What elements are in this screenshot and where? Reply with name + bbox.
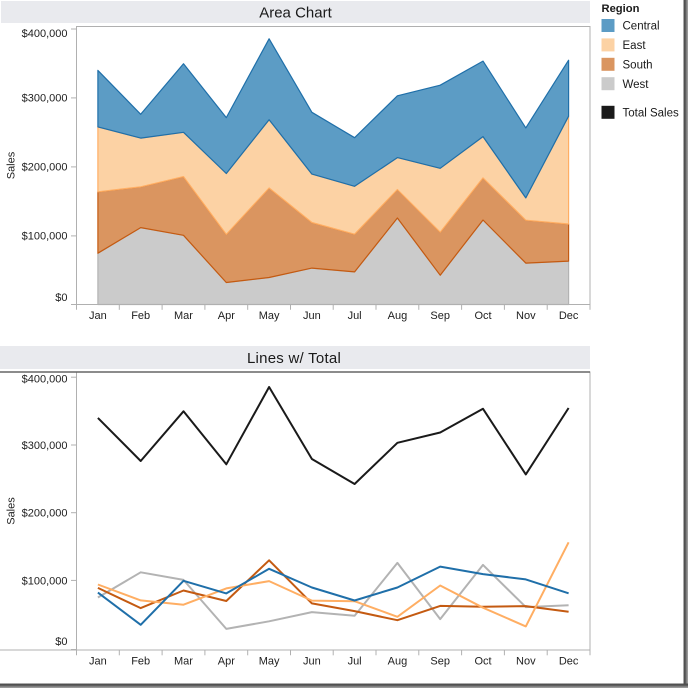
- svg-text:Jan: Jan: [89, 310, 107, 322]
- svg-text:Aug: Aug: [388, 310, 408, 322]
- svg-text:$0: $0: [55, 292, 67, 304]
- svg-text:Nov: Nov: [516, 656, 536, 668]
- svg-text:Lines w/ Total: Lines w/ Total: [247, 350, 341, 367]
- svg-text:Mar: Mar: [174, 310, 193, 322]
- svg-text:Jun: Jun: [303, 310, 321, 322]
- svg-text:May: May: [259, 656, 280, 668]
- svg-text:Dec: Dec: [559, 656, 579, 668]
- svg-text:Feb: Feb: [131, 310, 150, 322]
- svg-text:Apr: Apr: [218, 656, 235, 668]
- svg-text:Jan: Jan: [89, 656, 107, 668]
- svg-text:Apr: Apr: [218, 310, 235, 322]
- svg-text:Total Sales: Total Sales: [623, 108, 680, 120]
- svg-text:South: South: [623, 60, 653, 72]
- svg-text:Jun: Jun: [303, 656, 321, 668]
- svg-text:Area Chart: Area Chart: [259, 4, 332, 21]
- svg-text:May: May: [259, 310, 280, 322]
- svg-text:Sep: Sep: [430, 310, 450, 322]
- svg-text:$100,000: $100,000: [22, 231, 68, 243]
- svg-text:$200,000: $200,000: [22, 162, 68, 174]
- svg-text:$300,000: $300,000: [22, 440, 68, 452]
- svg-text:$0: $0: [55, 636, 67, 648]
- svg-text:East: East: [623, 40, 647, 52]
- svg-text:Nov: Nov: [516, 310, 536, 322]
- svg-text:$300,000: $300,000: [22, 92, 68, 104]
- svg-text:$200,000: $200,000: [22, 508, 68, 520]
- svg-text:Feb: Feb: [131, 656, 150, 668]
- svg-text:Jul: Jul: [348, 310, 362, 322]
- svg-text:Region: Region: [602, 3, 640, 15]
- svg-text:Sales: Sales: [5, 497, 17, 525]
- svg-text:Sep: Sep: [430, 656, 450, 668]
- svg-text:Oct: Oct: [474, 656, 491, 668]
- svg-text:Central: Central: [623, 21, 660, 33]
- svg-text:$100,000: $100,000: [22, 575, 68, 587]
- svg-text:$400,000: $400,000: [22, 28, 68, 40]
- svg-text:Sales: Sales: [5, 151, 17, 179]
- svg-text:Oct: Oct: [474, 310, 491, 322]
- svg-text:West: West: [623, 79, 650, 91]
- svg-text:Jul: Jul: [348, 656, 362, 668]
- svg-text:Dec: Dec: [559, 310, 579, 322]
- svg-text:$400,000: $400,000: [22, 374, 68, 386]
- svg-text:Aug: Aug: [388, 656, 408, 668]
- svg-text:Mar: Mar: [174, 656, 193, 668]
